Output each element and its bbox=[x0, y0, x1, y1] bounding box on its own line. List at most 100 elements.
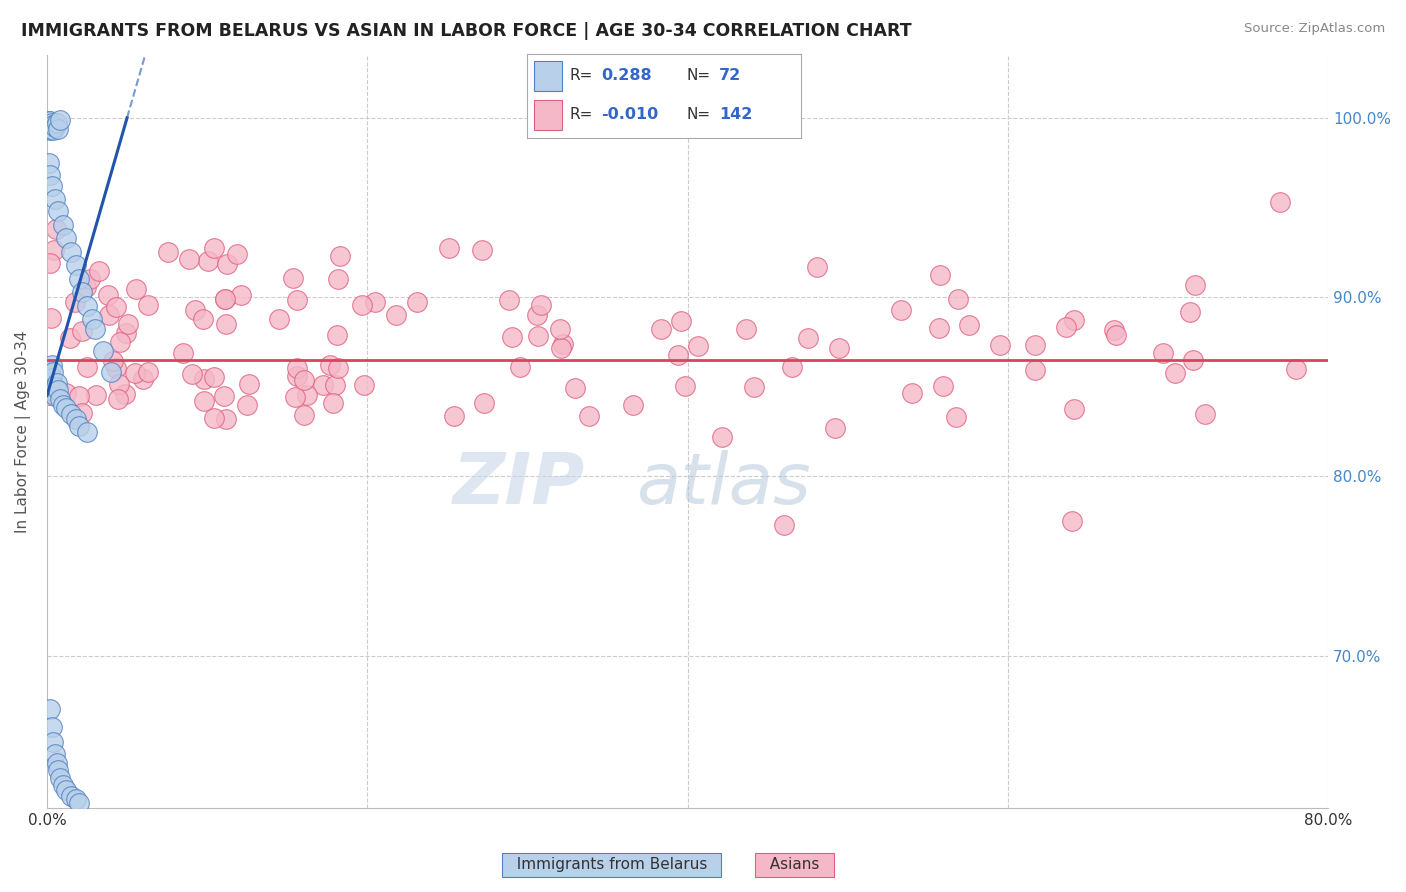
Point bbox=[101, 354, 124, 368]
Point bbox=[1063, 312, 1085, 326]
Point bbox=[39, 702, 62, 716]
Point bbox=[45, 756, 67, 771]
Point bbox=[157, 244, 180, 259]
Point bbox=[797, 331, 820, 345]
Point bbox=[39, 256, 62, 270]
Point bbox=[1105, 328, 1128, 343]
Point bbox=[235, 398, 257, 412]
Point bbox=[65, 792, 87, 806]
Point bbox=[550, 341, 572, 355]
Point bbox=[669, 314, 692, 328]
Point bbox=[172, 345, 194, 359]
Point bbox=[1152, 346, 1174, 360]
Point bbox=[49, 392, 72, 407]
Point bbox=[824, 421, 846, 435]
Point bbox=[46, 121, 69, 136]
Point bbox=[72, 406, 94, 420]
Point bbox=[1063, 401, 1085, 416]
Point bbox=[177, 252, 200, 267]
Point bbox=[98, 308, 121, 322]
Point bbox=[67, 272, 90, 286]
Text: N=: N= bbox=[686, 107, 710, 122]
Point bbox=[38, 114, 60, 128]
Point bbox=[215, 257, 238, 271]
Point bbox=[41, 371, 63, 385]
Point bbox=[59, 407, 82, 421]
Text: Asians: Asians bbox=[759, 857, 830, 872]
Point bbox=[44, 389, 66, 403]
Point bbox=[1102, 323, 1125, 337]
Point bbox=[108, 335, 131, 350]
Point bbox=[828, 341, 851, 355]
Text: N=: N= bbox=[686, 69, 710, 84]
Point bbox=[350, 298, 373, 312]
Point bbox=[1182, 353, 1205, 368]
Point bbox=[1268, 195, 1291, 210]
Point bbox=[184, 302, 207, 317]
Point bbox=[1164, 366, 1187, 380]
Point bbox=[548, 322, 571, 336]
Point bbox=[91, 343, 114, 358]
Point bbox=[115, 326, 138, 341]
Point bbox=[214, 389, 236, 403]
Point bbox=[287, 369, 309, 384]
Point bbox=[214, 293, 236, 307]
Text: Source: ZipAtlas.com: Source: ZipAtlas.com bbox=[1244, 22, 1385, 36]
Point bbox=[353, 378, 375, 392]
Text: R=: R= bbox=[569, 107, 593, 122]
Point bbox=[44, 380, 66, 394]
Point bbox=[501, 329, 523, 343]
Point bbox=[49, 771, 72, 785]
Point bbox=[67, 419, 90, 434]
Point bbox=[39, 123, 62, 137]
Point bbox=[1054, 319, 1077, 334]
Point bbox=[526, 308, 548, 322]
Point bbox=[59, 789, 82, 803]
Point bbox=[114, 387, 136, 401]
Point bbox=[928, 321, 950, 335]
Point bbox=[1184, 278, 1206, 293]
Point bbox=[675, 379, 697, 393]
Point bbox=[226, 246, 249, 260]
Point bbox=[41, 121, 63, 136]
Point bbox=[117, 317, 139, 331]
Point bbox=[238, 376, 260, 391]
Point bbox=[1060, 514, 1083, 528]
Point bbox=[76, 360, 98, 375]
Point bbox=[202, 410, 225, 425]
Text: 142: 142 bbox=[720, 107, 752, 122]
Point bbox=[323, 378, 346, 392]
Point bbox=[42, 123, 65, 137]
Point bbox=[44, 192, 66, 206]
Text: IMMIGRANTS FROM BELARUS VS ASIAN IN LABOR FORCE | AGE 30-34 CORRELATION CHART: IMMIGRANTS FROM BELARUS VS ASIAN IN LABO… bbox=[21, 22, 911, 40]
Point bbox=[215, 317, 238, 331]
Point bbox=[100, 366, 122, 380]
Point bbox=[772, 517, 794, 532]
Point bbox=[38, 366, 60, 380]
Point bbox=[735, 322, 758, 336]
Point bbox=[322, 396, 344, 410]
Point bbox=[711, 430, 734, 444]
Point bbox=[42, 735, 65, 749]
Point bbox=[328, 360, 350, 375]
Point bbox=[945, 409, 967, 424]
Point bbox=[231, 288, 253, 302]
Point bbox=[76, 299, 98, 313]
Point bbox=[890, 303, 912, 318]
Point bbox=[292, 409, 315, 423]
Point bbox=[39, 114, 62, 128]
Point bbox=[329, 249, 352, 263]
Text: 72: 72 bbox=[720, 69, 741, 84]
Point bbox=[70, 285, 93, 299]
Point bbox=[326, 272, 349, 286]
Point bbox=[437, 241, 460, 255]
Point bbox=[39, 168, 62, 182]
Point bbox=[55, 783, 77, 797]
Point bbox=[806, 260, 828, 274]
Point bbox=[52, 219, 75, 233]
Point bbox=[686, 339, 709, 353]
Point bbox=[55, 401, 77, 416]
Text: ZIP: ZIP bbox=[453, 450, 585, 519]
Point bbox=[283, 271, 305, 285]
Point bbox=[564, 381, 586, 395]
